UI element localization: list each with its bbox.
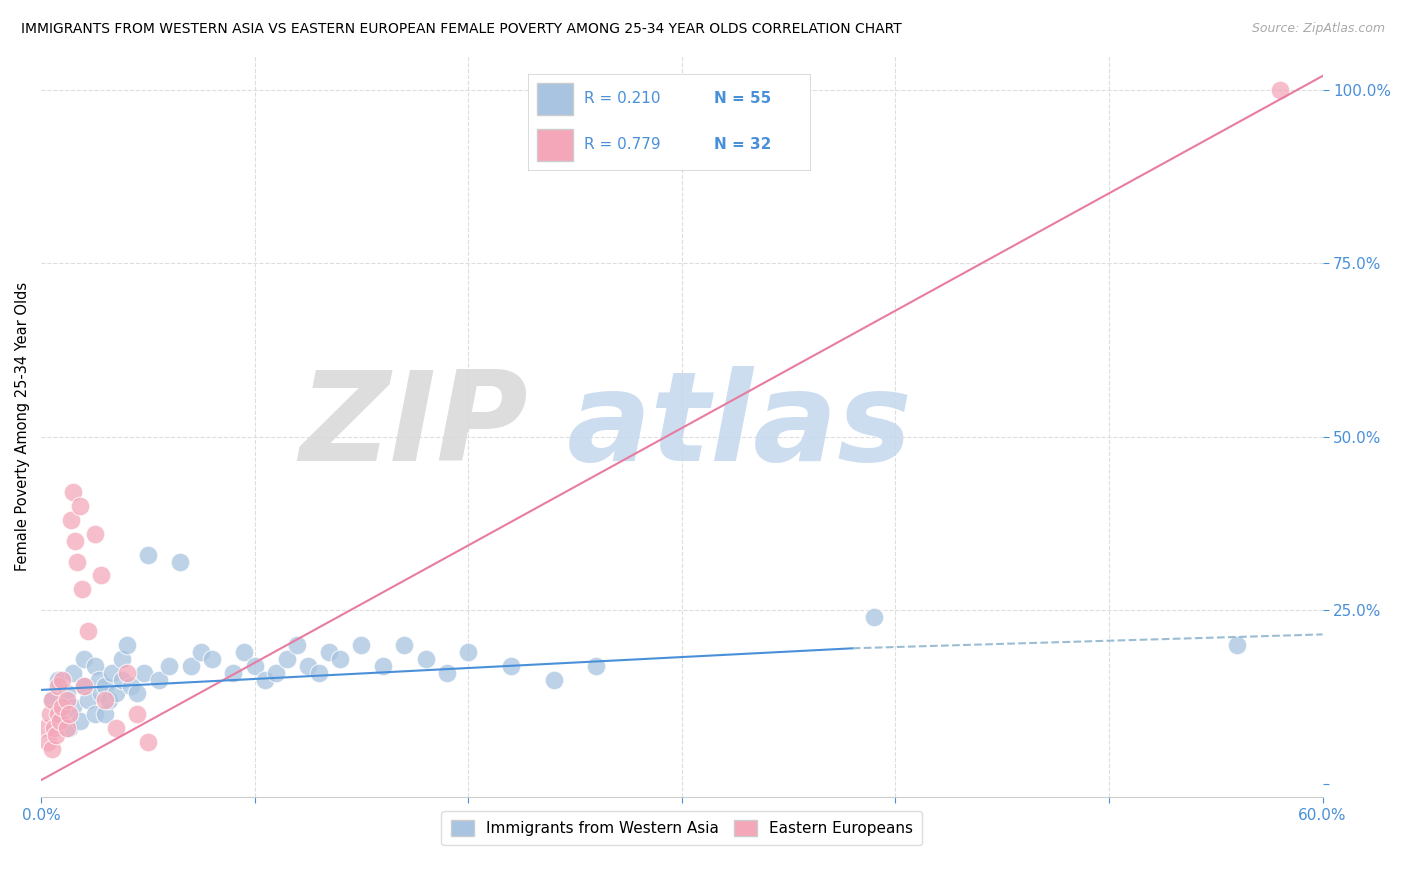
Point xyxy=(371,658,394,673)
Point xyxy=(308,665,330,680)
Point xyxy=(127,707,149,722)
Point xyxy=(58,707,80,722)
Text: IMMIGRANTS FROM WESTERN ASIA VS EASTERN EUROPEAN FEMALE POVERTY AMONG 25-34 YEAR: IMMIGRANTS FROM WESTERN ASIA VS EASTERN … xyxy=(21,22,901,37)
Point xyxy=(628,89,651,103)
Point xyxy=(136,735,159,749)
Point xyxy=(115,638,138,652)
Point xyxy=(90,568,112,582)
Point xyxy=(201,651,224,665)
Point xyxy=(254,673,277,687)
Point xyxy=(58,721,80,735)
Point xyxy=(83,658,105,673)
Point xyxy=(264,665,287,680)
Point xyxy=(65,533,87,548)
Y-axis label: Female Poverty Among 25-34 Year Olds: Female Poverty Among 25-34 Year Olds xyxy=(15,282,30,571)
Point xyxy=(543,673,565,687)
Point xyxy=(1268,83,1291,97)
Legend: Immigrants from Western Asia, Eastern Europeans: Immigrants from Western Asia, Eastern Eu… xyxy=(441,811,922,846)
Point xyxy=(46,673,69,687)
Point xyxy=(350,638,373,652)
Point xyxy=(94,680,117,694)
Point xyxy=(69,499,91,513)
Point xyxy=(329,651,352,665)
Text: ZIP: ZIP xyxy=(299,366,529,487)
Point xyxy=(42,721,65,735)
Point xyxy=(49,714,72,728)
Point xyxy=(111,651,134,665)
Point xyxy=(120,680,142,694)
Point xyxy=(104,686,127,700)
Point xyxy=(51,700,73,714)
Point xyxy=(297,658,319,673)
Point xyxy=(73,680,96,694)
Point xyxy=(98,693,121,707)
Point xyxy=(37,735,59,749)
Point xyxy=(77,624,100,638)
Point xyxy=(62,485,84,500)
Point xyxy=(70,582,93,597)
Point xyxy=(90,686,112,700)
Point xyxy=(41,693,63,707)
Point xyxy=(318,645,340,659)
Point xyxy=(34,721,56,735)
Point xyxy=(46,707,69,722)
Point xyxy=(243,658,266,673)
Point xyxy=(73,651,96,665)
Point xyxy=(276,651,298,665)
Point xyxy=(127,686,149,700)
Point xyxy=(51,673,73,687)
Point xyxy=(83,707,105,722)
Point xyxy=(863,610,886,624)
Point xyxy=(62,665,84,680)
Point xyxy=(73,680,96,694)
Point xyxy=(415,651,437,665)
Point xyxy=(499,658,522,673)
Point xyxy=(45,728,67,742)
Point xyxy=(62,700,84,714)
Point xyxy=(55,686,77,700)
Point xyxy=(66,555,89,569)
Point xyxy=(1226,638,1249,652)
Point xyxy=(585,658,607,673)
Point xyxy=(115,665,138,680)
Point xyxy=(51,707,73,722)
Point xyxy=(60,513,83,527)
Point xyxy=(104,721,127,735)
Point xyxy=(222,665,245,680)
Point xyxy=(94,707,117,722)
Point xyxy=(148,673,170,687)
Text: Source: ZipAtlas.com: Source: ZipAtlas.com xyxy=(1251,22,1385,36)
Point xyxy=(83,526,105,541)
Point xyxy=(94,693,117,707)
Point xyxy=(111,673,134,687)
Point xyxy=(157,658,180,673)
Point xyxy=(457,645,479,659)
Point xyxy=(190,645,212,659)
Point xyxy=(287,638,309,652)
Point xyxy=(41,693,63,707)
Point xyxy=(46,680,69,694)
Point xyxy=(69,714,91,728)
Point xyxy=(41,742,63,756)
Point xyxy=(55,721,77,735)
Point xyxy=(132,665,155,680)
Point xyxy=(233,645,256,659)
Point xyxy=(136,548,159,562)
Point xyxy=(436,665,458,680)
Point xyxy=(38,707,60,722)
Point xyxy=(169,555,191,569)
Point xyxy=(180,658,202,673)
Point xyxy=(77,693,100,707)
Point xyxy=(392,638,415,652)
Point xyxy=(100,665,122,680)
Point xyxy=(55,693,77,707)
Point xyxy=(87,673,110,687)
Text: atlas: atlas xyxy=(567,366,912,487)
